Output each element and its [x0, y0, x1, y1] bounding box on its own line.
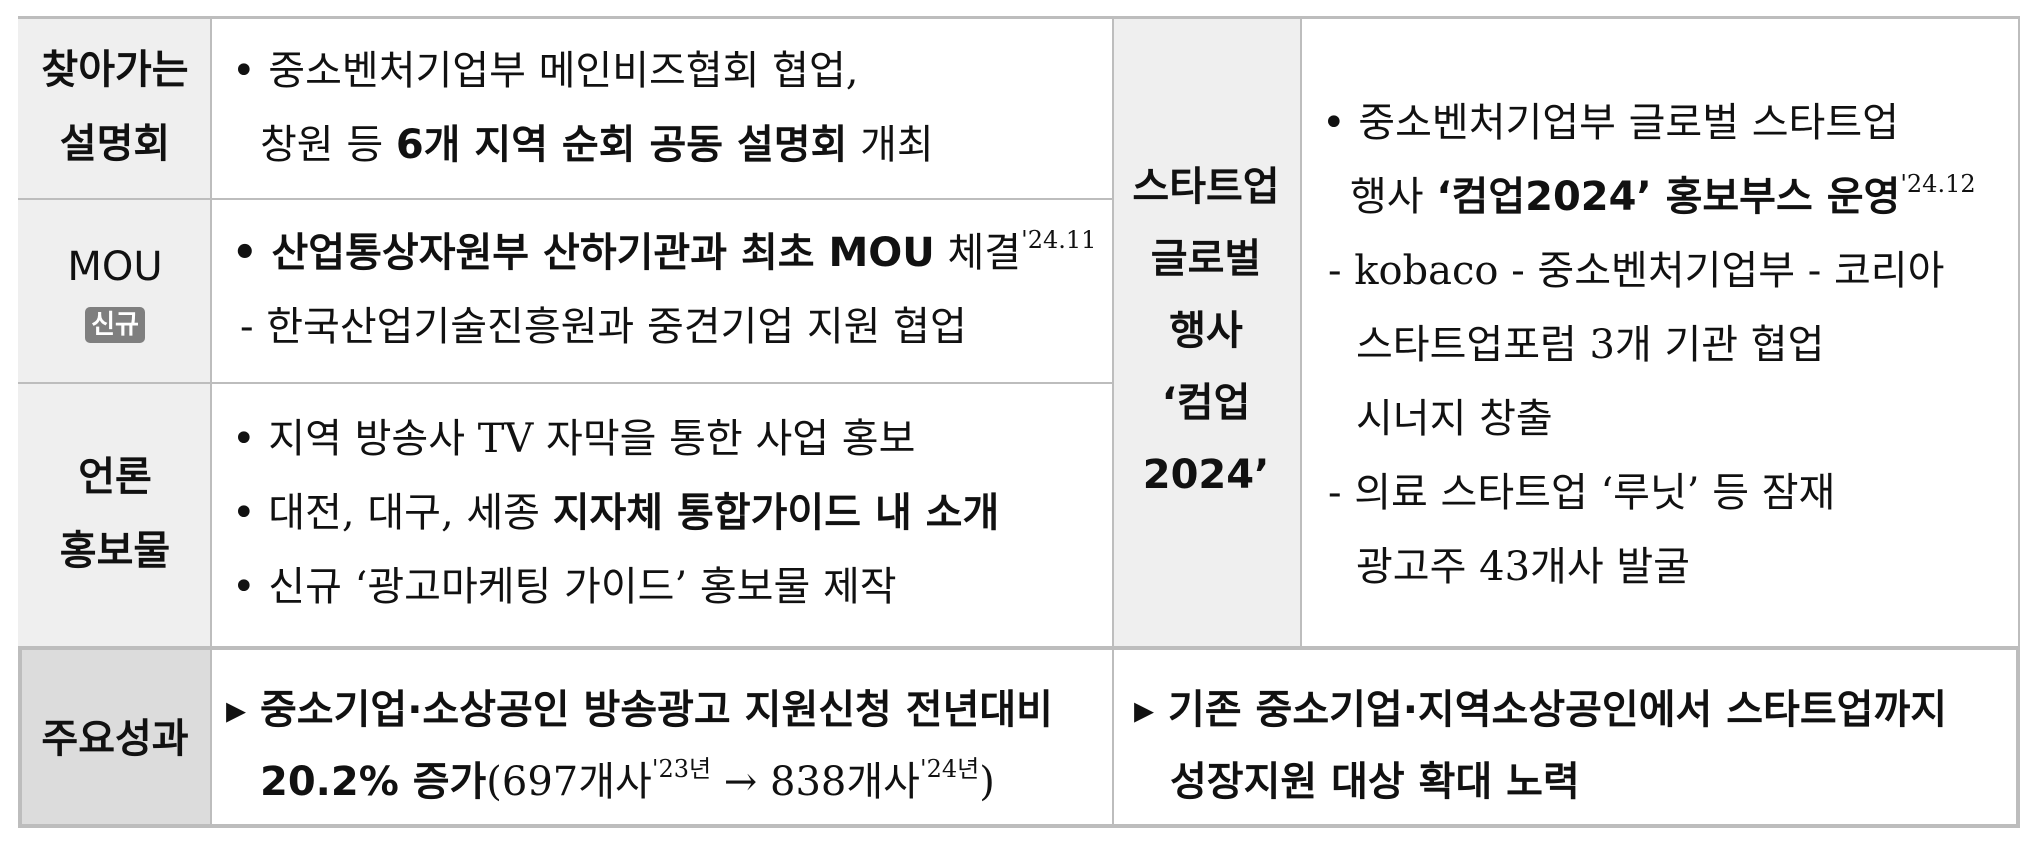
text: • 중소벤처기업부 메인비즈협회 협업,	[232, 48, 859, 94]
text: → 838개사	[711, 759, 920, 805]
content-line: - 한국산업기술진흥원과 중견기업 지원 협업	[232, 290, 1132, 364]
text: - kobaco - 중소벤처기업부 - 코리아	[1328, 248, 1945, 294]
row-label-line: 언론	[78, 454, 152, 500]
content-line: • 대전, 대구, 세종 지자체 통합가이드 내 소개	[232, 476, 1132, 550]
content-line: - 의료 스타트업 ‘루닛’ 등 잠재	[1322, 456, 2020, 530]
text-bold: 20.2% 증가	[260, 759, 487, 805]
text: 개최	[847, 122, 934, 168]
text: • 신규 ‘광고마케팅 가이드’ 홍보물 제작	[232, 564, 897, 610]
text: 체결	[934, 230, 1022, 276]
event-label-line: ‘컴업	[1161, 380, 1251, 426]
row-label-visit: 찾아가는 설명회	[18, 16, 212, 198]
content-line: - kobaco - 중소벤처기업부 - 코리아	[1322, 234, 2020, 308]
text-bold: ‘컴업2024’ 홍보부스 운영	[1436, 174, 1901, 220]
text-bold: ▸ 중소기업·소상공인 방송광고 지원신청 전년대비	[226, 687, 1053, 733]
row-divider	[18, 198, 1112, 200]
results-label-text: 주요성과	[41, 716, 189, 762]
content-line: 20.2% 증가(697개사'23년 → 838개사'24년)	[226, 746, 1112, 818]
year-superscript: '24년	[919, 755, 980, 783]
content-line: • 중소벤처기업부 글로벌 스타트업	[1322, 86, 2020, 160]
event-label-line: 스타트업	[1132, 164, 1280, 210]
text-bold: 산업통상자원부 산하기관과 최초 MOU	[271, 230, 935, 276]
col-divider	[1112, 16, 1114, 828]
text: 행사	[1350, 174, 1437, 220]
content-line: 시너지 창출	[1322, 382, 2020, 456]
text: (697개사	[486, 759, 652, 805]
content-line: • 신규 ‘광고마케팅 가이드’ 홍보물 제작	[232, 550, 1132, 624]
row-content-mou: • 산업통상자원부 산하기관과 최초 MOU 체결'24.11 - 한국산업기술…	[212, 216, 1132, 382]
text: • 대전, 대구, 세종	[232, 490, 553, 536]
event-label: 스타트업 글로벌 행사 ‘컴업 2024’	[1112, 16, 1300, 646]
row-label-line: 설명회	[59, 121, 171, 167]
border-top	[18, 16, 2020, 19]
row-label-line: 찾아가는	[41, 47, 189, 93]
content-line: 광고주 43개사 발굴	[1322, 530, 2020, 604]
text: )	[979, 759, 995, 805]
row-label-line: 홍보물	[59, 528, 171, 574]
text-bold: 지자체 통합가이드 내 소개	[552, 490, 1000, 536]
text-bold: 6개 지역 순회 공동 설명회	[395, 122, 848, 168]
content-line: ▸ 중소기업·소상공인 방송광고 지원신청 전년대비	[226, 674, 1112, 746]
text-bold: ▸ 기존 중소기업·지역소상공인에서 스타트업까지	[1134, 687, 1948, 733]
text: 광고주 43개사 발굴	[1356, 544, 1690, 590]
results-left: ▸ 중소기업·소상공인 방송광고 지원신청 전년대비 20.2% 증가(697개…	[212, 674, 1112, 824]
results-frame	[18, 646, 2020, 828]
content-line: • 지역 방송사 TV 자막을 통한 사업 홍보	[232, 402, 1132, 476]
content-line: 행사 ‘컴업2024’ 홍보부스 운영'24.12	[1322, 160, 2020, 234]
results-label: 주요성과	[18, 650, 212, 828]
results-right: ▸ 기존 중소기업·지역소상공인에서 스타트업까지 성장지원 대상 확대 노력	[1112, 674, 2016, 824]
row-label-press: 언론 홍보물	[18, 382, 212, 646]
event-label-line: 행사	[1169, 308, 1243, 354]
text: 스타트업포럼 3개 기관 협업	[1356, 322, 1825, 368]
row-label-line: MOU	[67, 244, 163, 290]
bullet: •	[232, 230, 272, 276]
col-divider	[210, 16, 212, 828]
row-content-visit: • 중소벤처기업부 메인비즈협회 협업, 창원 등 6개 지역 순회 공동 설명…	[212, 34, 1132, 198]
event-content: • 중소벤처기업부 글로벌 스타트업 행사 ‘컴업2024’ 홍보부스 운영'2…	[1300, 86, 2020, 626]
col-divider	[1300, 16, 1302, 648]
year-superscript: '23년	[651, 755, 712, 783]
row-divider	[18, 382, 1112, 384]
event-label-line: 글로벌	[1150, 236, 1262, 282]
content-line: • 중소벤처기업부 메인비즈협회 협업,	[232, 34, 1132, 108]
text: - 한국산업기술진흥원과 중견기업 지원 협업	[240, 304, 967, 350]
content-line: ▸ 기존 중소기업·지역소상공인에서 스타트업까지	[1134, 674, 2016, 746]
row-label-mou: MOU 신규	[18, 198, 212, 382]
text: • 중소벤처기업부 글로벌 스타트업	[1322, 100, 1899, 146]
text: 시너지 창출	[1356, 396, 1553, 442]
content-line: 성장지원 대상 확대 노력	[1134, 746, 2016, 818]
text: - 의료 스타트업 ‘루닛’ 등 잠재	[1328, 470, 1836, 516]
date-superscript: '24.12	[1900, 170, 1976, 198]
date-superscript: '24.11	[1021, 226, 1097, 254]
border-right	[2018, 16, 2020, 648]
event-label-line: 2024’	[1142, 452, 1270, 498]
text-bold: 성장지원 대상 확대 노력	[1170, 759, 1580, 805]
content-line: • 산업통상자원부 산하기관과 최초 MOU 체결'24.11	[232, 216, 1132, 290]
results-table: 찾아가는 설명회 • 중소벤처기업부 메인비즈협회 협업, 창원 등 6개 지역…	[18, 16, 2020, 828]
row-content-press: • 지역 방송사 TV 자막을 통한 사업 홍보 • 대전, 대구, 세종 지자…	[212, 402, 1132, 642]
new-badge: 신규	[85, 307, 145, 343]
text: 창원 등	[260, 122, 396, 168]
content-line: 스타트업포럼 3개 기관 협업	[1322, 308, 2020, 382]
content-line: 창원 등 6개 지역 순회 공동 설명회 개최	[232, 108, 1132, 182]
text: • 지역 방송사 TV 자막을 통한 사업 홍보	[232, 416, 916, 462]
